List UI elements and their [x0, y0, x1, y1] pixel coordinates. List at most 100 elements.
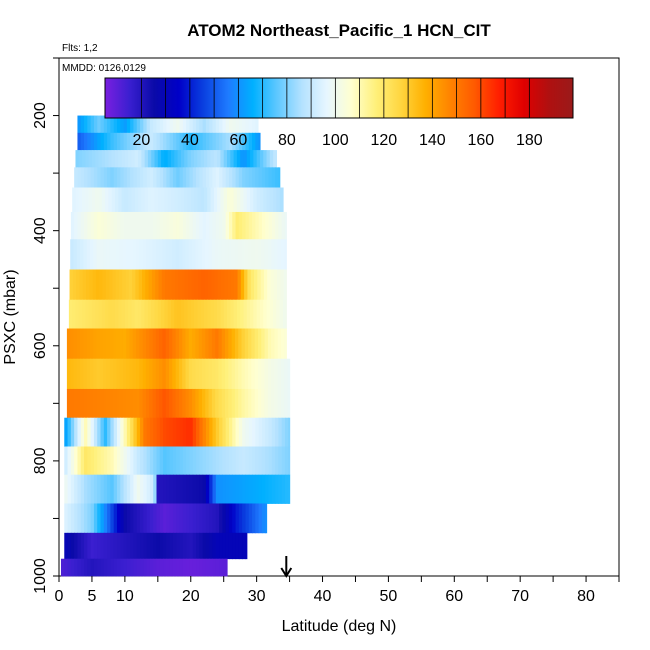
heatmap-cell — [200, 150, 205, 168]
heatmap-cell — [73, 388, 78, 419]
heatmap-cell — [248, 446, 253, 476]
heatmap-cell — [85, 187, 90, 213]
heatmap-cell — [90, 167, 95, 188]
heatmap-cell — [113, 474, 118, 504]
heatmap-cell — [176, 503, 181, 534]
heatmap-cell — [149, 558, 154, 577]
heatmap-cell — [149, 115, 154, 134]
heatmap-cell — [178, 388, 183, 419]
heatmap-cell — [64, 558, 69, 577]
heatmap-cell — [198, 358, 203, 390]
heatmap-cell — [149, 328, 154, 360]
heatmap-cell — [113, 328, 117, 360]
heatmap-cell — [84, 474, 88, 504]
heatmap-cell — [244, 239, 249, 270]
heatmap-cell — [155, 328, 160, 360]
heatmap-cell — [266, 187, 271, 213]
heatmap-cell — [235, 115, 240, 134]
heatmap-cell — [260, 269, 265, 301]
heatmap-cell — [113, 115, 118, 134]
heatmap-cell — [109, 358, 114, 390]
heatmap-cell — [201, 388, 206, 419]
heatmap-cell — [169, 167, 174, 188]
heatmap-cell — [175, 388, 180, 419]
heatmap-cell — [225, 388, 229, 419]
heatmap-cell — [155, 269, 160, 301]
heatmap-cell — [268, 446, 273, 476]
heatmap-cell — [70, 503, 75, 534]
heatmap-cell — [133, 211, 138, 240]
heatmap-cell — [195, 328, 200, 360]
heatmap-cell — [147, 187, 152, 213]
heatmap-cell — [199, 211, 204, 240]
heatmap-cell — [169, 328, 173, 360]
heatmap-cell — [198, 388, 203, 419]
heatmap-cell — [248, 358, 252, 390]
heatmap-cell — [228, 532, 233, 560]
heatmap-cell — [99, 388, 104, 419]
heatmap-cell — [80, 532, 85, 560]
heatmap-cell — [209, 211, 214, 240]
heatmap-cell — [238, 328, 243, 360]
heatmap-cell — [99, 239, 104, 270]
heatmap-cell — [66, 328, 71, 360]
heatmap-cell — [110, 446, 115, 476]
heatmap-cell — [281, 328, 285, 360]
heatmap-cell — [72, 299, 77, 329]
heatmap-cell — [92, 269, 97, 301]
heatmap-cell — [227, 269, 232, 301]
heatmap-cell — [72, 187, 77, 213]
heatmap-cell — [103, 211, 108, 240]
heatmap-cell — [146, 211, 151, 240]
colorbar-tick-label: 80 — [278, 132, 296, 149]
heatmap-cell — [162, 358, 167, 390]
heatmap-cell — [99, 328, 104, 360]
heatmap-cell — [100, 446, 105, 476]
heatmap-cell — [83, 358, 88, 390]
heatmap-cell — [97, 132, 102, 151]
heatmap-cell — [225, 474, 230, 504]
heatmap-cell — [240, 150, 245, 168]
heatmap-cell — [241, 239, 246, 270]
heatmap-cell — [64, 503, 69, 534]
heatmap-cell — [130, 474, 135, 504]
heatmap-cell — [97, 503, 102, 534]
heatmap-cell — [126, 388, 131, 419]
heatmap-cell — [128, 187, 133, 213]
heatmap-cell — [140, 417, 144, 447]
heatmap-cell — [153, 132, 158, 151]
heatmap-cell — [124, 299, 129, 329]
heatmap-cell — [91, 299, 96, 329]
heatmap-cell — [235, 474, 240, 504]
heatmap-cell — [91, 187, 96, 213]
heatmap-cell — [184, 299, 189, 329]
heatmap-cell — [189, 167, 194, 188]
heatmap-cell — [265, 167, 270, 188]
heatmap-cell — [174, 187, 179, 213]
heatmap-cell — [225, 358, 229, 390]
heatmap-cell — [265, 474, 270, 504]
heatmap-cell — [201, 358, 206, 390]
heatmap-cell — [77, 132, 82, 151]
heatmap-cell — [80, 211, 85, 240]
heatmap-cell — [222, 115, 227, 134]
heatmap-cell — [275, 417, 279, 447]
heatmap-cell — [178, 239, 183, 270]
heatmap-cell — [116, 388, 121, 419]
heatmap-cell — [118, 299, 123, 329]
heatmap-cell — [136, 388, 140, 419]
heatmap-cell — [177, 150, 182, 168]
heatmap-cell — [83, 239, 88, 270]
heatmap-cell — [154, 299, 159, 329]
heatmap-cell — [187, 187, 192, 213]
heatmap-cell — [172, 446, 177, 476]
heatmap-cell — [86, 358, 91, 390]
heatmap-cell — [103, 446, 108, 476]
heatmap-cell — [258, 474, 263, 504]
heatmap-cell — [128, 299, 133, 329]
heatmap-cell — [281, 239, 285, 270]
heatmap-cell — [123, 446, 128, 476]
heatmap-cell — [271, 211, 276, 240]
heatmap-cell — [233, 150, 238, 168]
heatmap-cell — [255, 167, 260, 188]
